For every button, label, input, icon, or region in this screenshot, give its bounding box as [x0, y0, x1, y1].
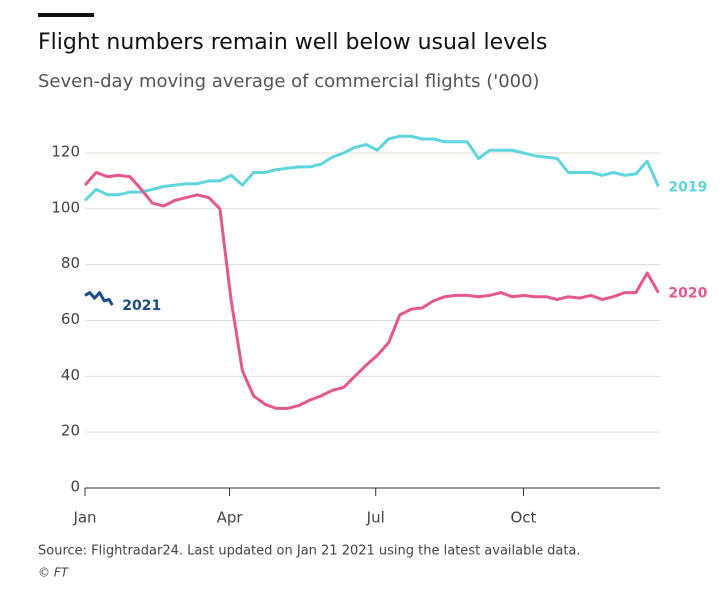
y-tick-label: 80 [61, 254, 80, 272]
y-tick-label: 40 [61, 366, 80, 384]
source: Source: Flightradar24. Last updated on J… [38, 544, 581, 559]
series-label: 2019 [668, 179, 707, 195]
chart-title: Flight numbers remain well below usual l… [38, 30, 547, 55]
x-tick-label: Apr [217, 509, 244, 527]
x-tick-label: Jul [366, 509, 385, 527]
series-line [83, 134, 660, 202]
y-tick-label: 120 [51, 142, 80, 160]
series-line [84, 291, 114, 306]
y-tick-label: 60 [61, 310, 80, 328]
series-line [83, 171, 660, 410]
x-tick-label: Jan [72, 509, 96, 527]
x-tick-label: Oct [511, 509, 537, 527]
y-tick-label: 0 [70, 478, 80, 496]
series-label: 2021 [122, 298, 161, 314]
credit: © FT [38, 566, 70, 580]
y-tick-label: 100 [51, 198, 80, 216]
chart-subtitle: Seven-day moving average of commercial f… [38, 71, 540, 92]
series-label: 2020 [668, 286, 707, 302]
y-tick-label: 20 [61, 422, 80, 440]
title-bar [38, 13, 94, 17]
